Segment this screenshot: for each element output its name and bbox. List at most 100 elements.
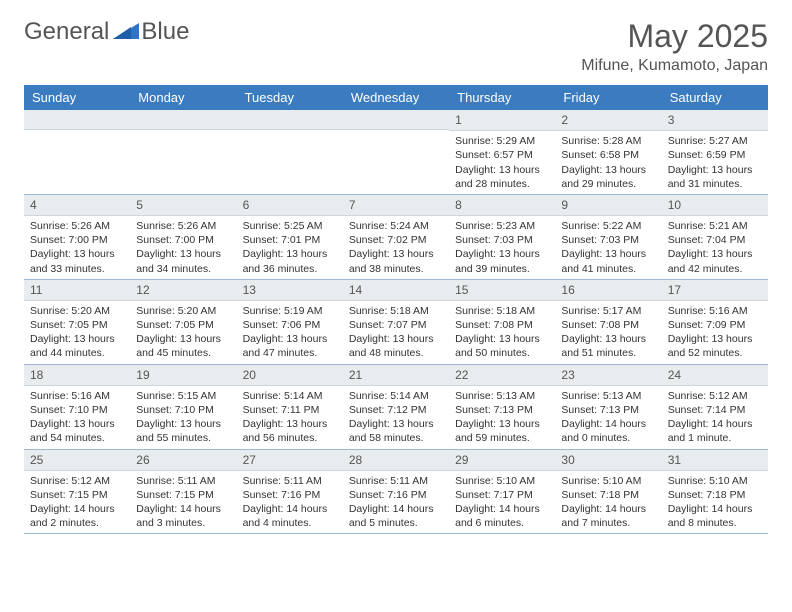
sunrise-text: Sunrise: 5:20 AM [136, 304, 230, 318]
sunset-text: Sunset: 6:57 PM [455, 148, 549, 162]
sunrise-text: Sunrise: 5:27 AM [668, 134, 762, 148]
week-row: 25Sunrise: 5:12 AMSunset: 7:15 PMDayligh… [24, 450, 768, 535]
day-body: Sunrise: 5:22 AMSunset: 7:03 PMDaylight:… [555, 216, 661, 279]
day-cell: 21Sunrise: 5:14 AMSunset: 7:12 PMDayligh… [343, 365, 449, 449]
weekday-tue: Tuesday [237, 85, 343, 110]
day-number: 5 [130, 195, 236, 216]
day-number: 29 [449, 450, 555, 471]
weeks-container: 1Sunrise: 5:29 AMSunset: 6:57 PMDaylight… [24, 110, 768, 534]
day-cell: 3Sunrise: 5:27 AMSunset: 6:59 PMDaylight… [662, 110, 768, 194]
day-body: Sunrise: 5:26 AMSunset: 7:00 PMDaylight:… [130, 216, 236, 279]
daylight-text: Daylight: 13 hours and 28 minutes. [455, 163, 549, 191]
week-row: 11Sunrise: 5:20 AMSunset: 7:05 PMDayligh… [24, 280, 768, 365]
day-number: 6 [237, 195, 343, 216]
day-number: 25 [24, 450, 130, 471]
sunset-text: Sunset: 7:10 PM [136, 403, 230, 417]
sunset-text: Sunset: 7:09 PM [668, 318, 762, 332]
daylight-text: Daylight: 14 hours and 2 minutes. [30, 502, 124, 530]
week-row: 18Sunrise: 5:16 AMSunset: 7:10 PMDayligh… [24, 365, 768, 450]
sunset-text: Sunset: 7:07 PM [349, 318, 443, 332]
day-number: 2 [555, 110, 661, 131]
day-number: 20 [237, 365, 343, 386]
sunrise-text: Sunrise: 5:11 AM [243, 474, 337, 488]
day-cell: 7Sunrise: 5:24 AMSunset: 7:02 PMDaylight… [343, 195, 449, 279]
sunset-text: Sunset: 7:18 PM [561, 488, 655, 502]
day-number: 16 [555, 280, 661, 301]
sunrise-text: Sunrise: 5:13 AM [455, 389, 549, 403]
sunset-text: Sunset: 7:16 PM [243, 488, 337, 502]
weekday-fri: Friday [555, 85, 661, 110]
day-cell: 9Sunrise: 5:22 AMSunset: 7:03 PMDaylight… [555, 195, 661, 279]
day-body: Sunrise: 5:10 AMSunset: 7:18 PMDaylight:… [555, 471, 661, 534]
daylight-text: Daylight: 13 hours and 56 minutes. [243, 417, 337, 445]
day-number: 13 [237, 280, 343, 301]
sunset-text: Sunset: 7:14 PM [668, 403, 762, 417]
sunset-text: Sunset: 7:13 PM [455, 403, 549, 417]
day-number [237, 110, 343, 130]
day-body: Sunrise: 5:15 AMSunset: 7:10 PMDaylight:… [130, 386, 236, 449]
day-body: Sunrise: 5:14 AMSunset: 7:12 PMDaylight:… [343, 386, 449, 449]
day-number: 19 [130, 365, 236, 386]
daylight-text: Daylight: 13 hours and 29 minutes. [561, 163, 655, 191]
day-body: Sunrise: 5:11 AMSunset: 7:16 PMDaylight:… [343, 471, 449, 534]
sunset-text: Sunset: 7:08 PM [561, 318, 655, 332]
day-number: 7 [343, 195, 449, 216]
week-row: 4Sunrise: 5:26 AMSunset: 7:00 PMDaylight… [24, 195, 768, 280]
sunset-text: Sunset: 7:15 PM [136, 488, 230, 502]
daylight-text: Daylight: 13 hours and 44 minutes. [30, 332, 124, 360]
day-body: Sunrise: 5:11 AMSunset: 7:15 PMDaylight:… [130, 471, 236, 534]
sunset-text: Sunset: 7:11 PM [243, 403, 337, 417]
calendar: Sunday Monday Tuesday Wednesday Thursday… [24, 85, 768, 534]
day-cell: 10Sunrise: 5:21 AMSunset: 7:04 PMDayligh… [662, 195, 768, 279]
day-number: 9 [555, 195, 661, 216]
daylight-text: Daylight: 13 hours and 54 minutes. [30, 417, 124, 445]
day-cell: 11Sunrise: 5:20 AMSunset: 7:05 PMDayligh… [24, 280, 130, 364]
sunset-text: Sunset: 7:06 PM [243, 318, 337, 332]
day-cell: 16 Sunrise: 5:17 AMSunset: 7:08 PMDayligh… [555, 280, 661, 364]
day-body: Sunrise: 5:14 AMSunset: 7:11 PMDaylight:… [237, 386, 343, 449]
sunset-text: Sunset: 7:18 PM [668, 488, 762, 502]
day-body: Sunrise: 5:28 AMSunset: 6:58 PMDaylight:… [555, 131, 661, 194]
day-cell: 24Sunrise: 5:12 AMSunset: 7:14 PMDayligh… [662, 365, 768, 449]
header: General Blue May 2025 Mifune, Kumamoto, … [24, 18, 768, 75]
weekday-sat: Saturday [662, 85, 768, 110]
day-body: Sunrise: 5:18 AMSunset: 7:07 PMDaylight:… [343, 301, 449, 364]
daylight-text: Daylight: 13 hours and 47 minutes. [243, 332, 337, 360]
sunrise-text: Sunrise: 5:20 AM [30, 304, 124, 318]
sunrise-text: Sunrise: 5:29 AM [455, 134, 549, 148]
day-number: 4 [24, 195, 130, 216]
day-number: 14 [343, 280, 449, 301]
weekday-row: Sunday Monday Tuesday Wednesday Thursday… [24, 85, 768, 110]
day-cell: 19Sunrise: 5:15 AMSunset: 7:10 PMDayligh… [130, 365, 236, 449]
day-number: 17 [662, 280, 768, 301]
daylight-text: Daylight: 13 hours and 34 minutes. [136, 247, 230, 275]
day-body: Sunrise: 5:19 AMSunset: 7:06 PMDaylight:… [237, 301, 343, 364]
day-cell: 22Sunrise: 5:13 AMSunset: 7:13 PMDayligh… [449, 365, 555, 449]
day-body: Sunrise: 5:26 AMSunset: 7:00 PMDaylight:… [24, 216, 130, 279]
day-cell: 18Sunrise: 5:16 AMSunset: 7:10 PMDayligh… [24, 365, 130, 449]
sunset-text: Sunset: 6:59 PM [668, 148, 762, 162]
day-cell: 20Sunrise: 5:14 AMSunset: 7:11 PMDayligh… [237, 365, 343, 449]
day-body: Sunrise: 5:12 AMSunset: 7:15 PMDaylight:… [24, 471, 130, 534]
daylight-text: Daylight: 13 hours and 31 minutes. [668, 163, 762, 191]
sunrise-text: Sunrise: 5:17 AM [561, 304, 655, 318]
day-cell [237, 110, 343, 194]
sunrise-text: Sunrise: 5:18 AM [349, 304, 443, 318]
day-cell [24, 110, 130, 194]
logo-icon [113, 18, 139, 46]
sunset-text: Sunset: 7:00 PM [136, 233, 230, 247]
day-number: 11 [24, 280, 130, 301]
day-cell: 26Sunrise: 5:11 AMSunset: 7:15 PMDayligh… [130, 450, 236, 534]
sunrise-text: Sunrise: 5:11 AM [349, 474, 443, 488]
day-body: Sunrise: 5:23 AMSunset: 7:03 PMDaylight:… [449, 216, 555, 279]
sunrise-text: Sunrise: 5:23 AM [455, 219, 549, 233]
day-cell: 2Sunrise: 5:28 AMSunset: 6:58 PMDaylight… [555, 110, 661, 194]
daylight-text: Daylight: 13 hours and 55 minutes. [136, 417, 230, 445]
daylight-text: Daylight: 13 hours and 58 minutes. [349, 417, 443, 445]
sunset-text: Sunset: 7:15 PM [30, 488, 124, 502]
day-number [130, 110, 236, 130]
daylight-text: Daylight: 13 hours and 51 minutes. [561, 332, 655, 360]
sunrise-text: Sunrise: 5:19 AM [243, 304, 337, 318]
sunset-text: Sunset: 7:12 PM [349, 403, 443, 417]
day-number: 23 [555, 365, 661, 386]
